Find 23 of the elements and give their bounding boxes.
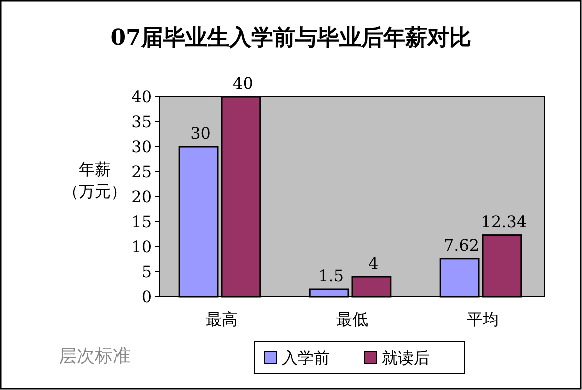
legend-title: 层次标准 (59, 346, 131, 367)
data-label: 40 (233, 74, 254, 93)
x-tick-label: 最低 (336, 310, 368, 329)
y-tick-label: 40 (132, 88, 152, 107)
legend-label: 入学前 (282, 348, 330, 368)
y-tick-label: 15 (132, 212, 152, 232)
y-axis-title: 年薪（万元） (63, 160, 127, 201)
data-label: 7.62 (444, 236, 480, 255)
data-label: 12.34 (481, 212, 528, 232)
x-tick-label: 平均 (467, 310, 500, 329)
legend-label: 就读后 (382, 348, 430, 368)
y-tick-label: 10 (132, 238, 152, 257)
data-label: 1.5 (318, 266, 344, 286)
chart-title: 07届毕业生入学前与毕业后年薪对比 (110, 25, 472, 51)
x-tick-label: 最高 (206, 310, 238, 329)
y-tick-label: 5 (142, 262, 152, 282)
data-label: 30 (190, 124, 211, 143)
data-label: 4 (368, 254, 379, 273)
y-tick-label: 30 (132, 138, 152, 157)
y-tick-label: 35 (132, 112, 152, 132)
y-tick-label: 0 (142, 288, 152, 307)
y-tick-label: 20 (132, 188, 152, 207)
y-tick-label: 25 (132, 162, 152, 182)
